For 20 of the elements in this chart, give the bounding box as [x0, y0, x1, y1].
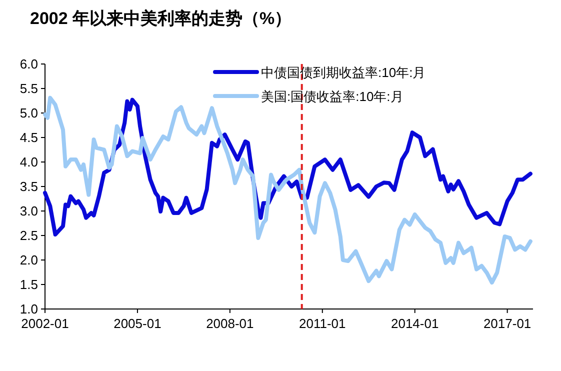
y-tick-label: 5.5	[20, 81, 38, 96]
legend-label: 美国:国债收益率:10年:月	[261, 89, 404, 104]
y-tick-label: 4.5	[20, 130, 38, 145]
x-tick-label: 2014-01	[390, 316, 439, 331]
y-tick-label: 3.5	[20, 179, 38, 194]
x-tick-label: 2017-01	[483, 316, 532, 331]
y-tick-label: 3.0	[20, 204, 38, 218]
y-tick-label: 5.0	[20, 106, 38, 120]
x-tick-label: 2011-01	[299, 316, 346, 331]
legend-label: 中债国债到期收益率:10年:月	[261, 65, 426, 80]
x-tick-label: 2008-01	[206, 316, 254, 331]
chart-title: 2002 年以来中美利率的走势（%）	[30, 9, 292, 28]
y-tick-label: 4.0	[20, 154, 38, 170]
y-tick-label: 6.0	[20, 56, 38, 72]
y-tick-label: 2.5	[20, 228, 38, 243]
y-tick-label: 2.0	[20, 252, 38, 268]
y-tick-label: 1.5	[20, 277, 38, 292]
x-tick-label: 2002-01	[21, 316, 69, 331]
y-tick-label: 1.0	[20, 302, 38, 316]
x-tick-label: 2005-01	[114, 316, 162, 331]
